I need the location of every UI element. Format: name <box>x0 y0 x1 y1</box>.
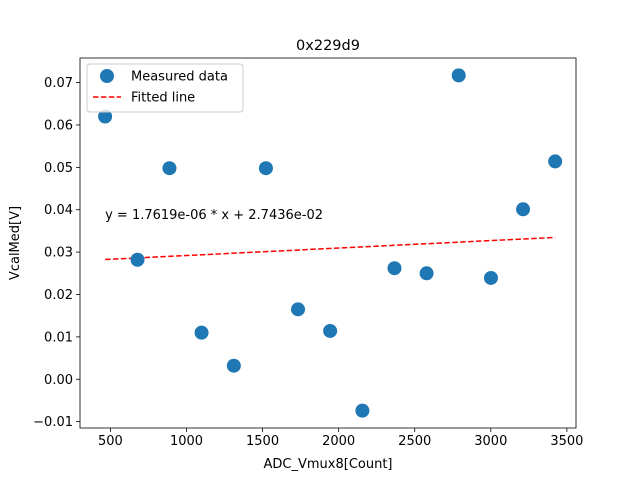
y-tick-label: 0.00 <box>44 373 73 388</box>
fitted-line <box>105 236 556 261</box>
data-point <box>323 323 338 338</box>
y-tick-label: 0.05 <box>44 161 73 176</box>
y-tick-label: 0.06 <box>44 118 73 133</box>
legend-marker-measured <box>100 69 114 83</box>
data-point <box>291 302 306 317</box>
y-axis-label: VcalMed[V] <box>8 206 23 280</box>
chart-title: 0x229d9 <box>296 38 360 54</box>
plot-frame <box>79 57 577 429</box>
y-tick-label: 0.02 <box>44 288 73 303</box>
data-point <box>419 266 434 281</box>
legend: Measured data Fitted line <box>86 63 244 113</box>
data-point <box>226 358 241 373</box>
x-tick-label: 2500 <box>398 434 431 449</box>
data-point <box>98 109 113 124</box>
x-tick-label: 1000 <box>170 434 203 449</box>
x-tick-label: 2000 <box>322 434 355 449</box>
data-point <box>258 161 273 176</box>
y-tick-label: 0.01 <box>44 330 73 345</box>
data-point <box>451 68 466 83</box>
data-point <box>194 325 209 340</box>
data-points-layer <box>98 68 563 418</box>
data-point <box>516 202 531 217</box>
data-point <box>548 154 563 169</box>
x-tick-label: 1500 <box>246 434 279 449</box>
y-tick-label: 0.07 <box>44 76 73 91</box>
legend-label-measured: Measured data <box>131 70 228 85</box>
data-point <box>483 270 498 285</box>
legend-label-fitted: Fitted line <box>131 91 195 106</box>
data-point <box>130 252 145 267</box>
x-tick-label: 3500 <box>550 434 583 449</box>
y-tick-label: 0.04 <box>44 203 73 218</box>
y-axis-ticks: −0.01 0.00 0.01 0.02 0.03 0.04 0.05 0.06 0.07 <box>33 76 80 430</box>
fit-equation-annotation: y = 1.7619e-06 * x + 2.7436e-02 <box>105 208 323 223</box>
legend-box <box>86 63 244 113</box>
data-point <box>387 261 402 276</box>
x-axis-ticks: 500 1000 1500 2000 2500 3000 3500 <box>98 428 583 449</box>
plot-area <box>80 58 576 428</box>
data-point <box>162 161 177 176</box>
x-tick-label: 500 <box>98 434 123 449</box>
y-tick-label: 0.03 <box>44 246 73 261</box>
x-tick-label: 3000 <box>474 434 507 449</box>
x-axis-label: ADC_Vmux8[Count] <box>264 457 393 472</box>
y-tick-label: −0.01 <box>33 415 73 430</box>
fitted-line-layer <box>105 236 556 261</box>
data-point <box>355 403 370 418</box>
